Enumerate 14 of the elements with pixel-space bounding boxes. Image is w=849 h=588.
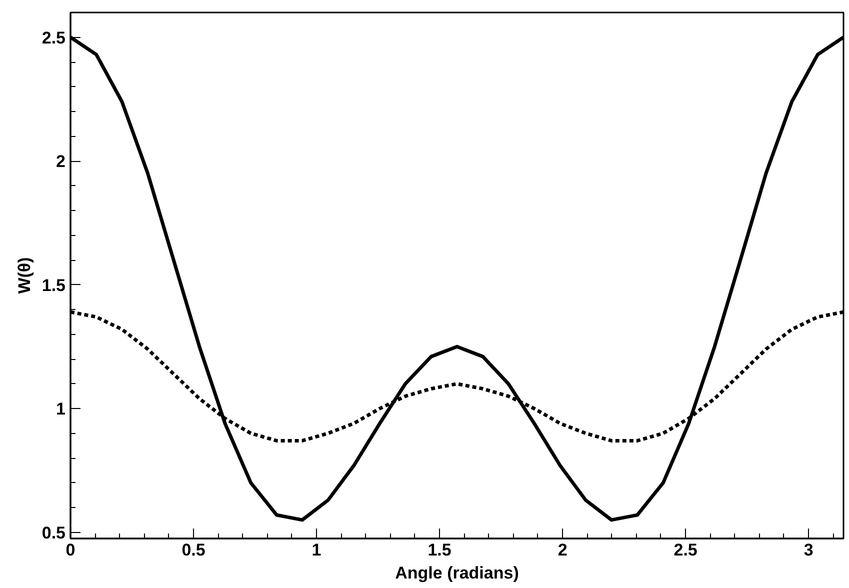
- x-tick-label: 2: [558, 540, 568, 560]
- y-axis-title: W(θ): [14, 257, 34, 294]
- y-tick-label: 2: [56, 152, 66, 172]
- x-tick-label: 2.5: [674, 540, 698, 560]
- x-tick-label: 1: [312, 540, 322, 560]
- x-tick-label: 1.5: [428, 540, 452, 560]
- x-tick-label: 0.5: [182, 540, 206, 560]
- y-tick-label: 1.5: [42, 276, 66, 295]
- x-axis-title: Angle (radians): [395, 564, 519, 582]
- y-tick-label: 0.5: [42, 523, 66, 542]
- x-tick-label: 3: [804, 540, 814, 560]
- y-tick-label: 2.5: [42, 28, 66, 48]
- x-tick-label: 0: [66, 540, 76, 560]
- y-tick-label: 1: [56, 400, 66, 419]
